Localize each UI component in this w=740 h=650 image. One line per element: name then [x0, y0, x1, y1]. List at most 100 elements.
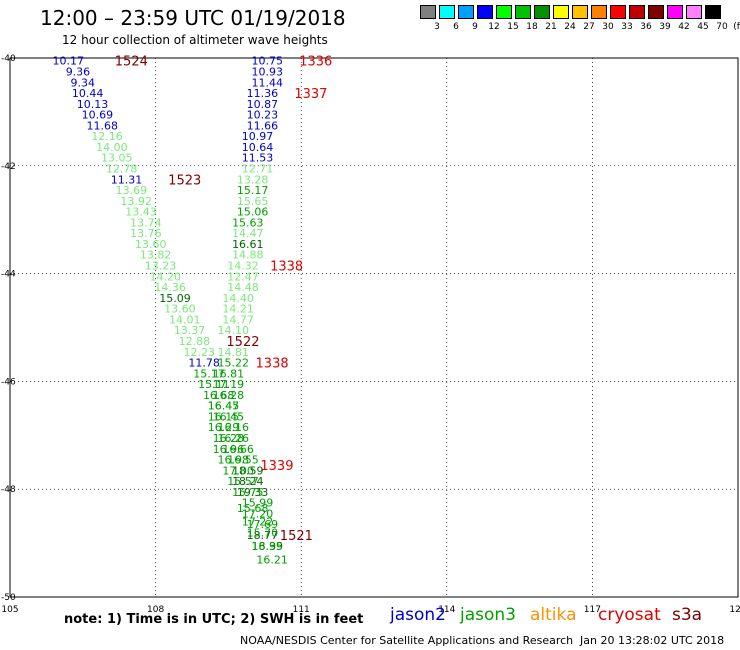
- timestamp: Jan 20 13:28:02 UTC 2018: [580, 634, 725, 647]
- pass-time-label: 1521: [280, 529, 313, 544]
- wave-height-point: 11.53: [242, 152, 274, 165]
- wave-height-point: 11.66: [247, 119, 279, 132]
- x-tick-label: 120: [729, 605, 740, 615]
- legend-label: 15: [507, 22, 519, 32]
- wave-height-point: 13.23: [145, 260, 177, 273]
- wave-height-point: 12.88: [179, 335, 211, 348]
- wave-height-point: 9.36: [66, 65, 91, 78]
- wave-height-point: 14.32: [227, 260, 259, 273]
- wave-height-point: 13.76: [130, 227, 162, 240]
- legend-label: 70: [716, 22, 728, 32]
- legend-swatch: [534, 5, 550, 19]
- wave-height-point: 15.11: [198, 378, 230, 391]
- wave-height-point: 16.96: [213, 443, 245, 456]
- legend-swatch: [648, 5, 664, 19]
- wave-height-point: 12.23: [184, 346, 216, 359]
- pass-time-label: 1337: [294, 87, 327, 102]
- wave-height-point: 10.13: [77, 98, 109, 111]
- satellite-label-jason3: jason3: [460, 605, 516, 625]
- wave-height-point: 16.15: [208, 410, 240, 423]
- wave-height-point: 17.22: [242, 516, 274, 529]
- wave-height-point: 16.16: [218, 421, 250, 434]
- wave-height-point: 10.87: [247, 98, 279, 111]
- wave-height-point: 14.47: [232, 227, 264, 240]
- wave-height-point: 15.75: [232, 486, 264, 499]
- wave-height-point: 16.28: [213, 432, 245, 445]
- legend-unit: (ft): [733, 22, 740, 32]
- wave-height-point: 12.16: [91, 130, 123, 143]
- wave-height-point: 18.77: [247, 529, 279, 542]
- legend-swatch: [667, 5, 683, 19]
- wave-height-point: 13.92: [120, 195, 152, 208]
- wave-height-point: 16.61: [232, 238, 264, 251]
- wave-height-point: 16.45: [208, 400, 240, 413]
- legend-swatch: [439, 5, 455, 19]
- wave-height-point: 10.75: [251, 55, 283, 68]
- wave-height-point: 15.70: [247, 526, 279, 539]
- wave-height-point: 16.55: [227, 454, 259, 467]
- credit-text: NOAA/NESDIS Center for Satellite Applica…: [240, 634, 574, 647]
- wave-height-point: 14.88: [232, 249, 264, 262]
- legend-label: 33: [621, 22, 633, 32]
- wave-height-point: 16.47: [208, 400, 240, 413]
- wave-height-point: 13.28: [237, 173, 269, 186]
- legend-swatch: [686, 5, 702, 19]
- wave-height-point: 15.68: [237, 502, 269, 515]
- legend-swatch: [420, 5, 436, 19]
- legend-label: 27: [583, 22, 595, 32]
- pass-time-label: 1339: [260, 459, 293, 474]
- wave-height-point: 10.93: [251, 65, 283, 78]
- legend-swatch: [629, 5, 645, 19]
- wave-height-point: 17.19: [213, 378, 245, 391]
- chart-subtitle: 12 hour collection of altimeter wave hei…: [62, 33, 328, 47]
- wave-height-point: 14.77: [222, 313, 254, 326]
- wave-height-point: 11.36: [247, 87, 279, 100]
- wave-height-point: 17.69: [247, 518, 279, 531]
- wave-height-point: 13.60: [164, 303, 196, 316]
- wave-height-point: 16.21: [256, 553, 288, 566]
- x-tick-label: 105: [1, 605, 18, 615]
- wave-height-point: 14.10: [218, 324, 250, 337]
- wave-height-point: 17.20: [242, 507, 274, 520]
- y-tick-label: -40: [1, 54, 16, 64]
- wave-height-point: 15.65: [237, 195, 269, 208]
- wave-height-point: 15.22: [218, 357, 250, 370]
- wave-height-point: 16.45: [213, 410, 245, 423]
- wave-height-point: 12.71: [242, 162, 274, 175]
- chart-title: 12:00 – 23:59 UTC 01/19/2018: [40, 6, 346, 30]
- wave-height-point: 13.69: [116, 184, 148, 197]
- pass-time-label: 1522: [226, 335, 259, 350]
- wave-height-point: 14.00: [96, 141, 128, 154]
- satellite-label-jason2: jason2: [390, 605, 446, 625]
- x-tick-label: 108: [147, 605, 164, 615]
- wave-height-point: 16.98: [218, 454, 250, 467]
- wave-height-point: 16.28: [213, 389, 245, 402]
- wave-height-point: 14.40: [222, 292, 254, 305]
- wave-height-point: 19.33: [237, 486, 269, 499]
- legend-swatch: [705, 5, 721, 19]
- pass-time-label: 1524: [115, 55, 148, 70]
- footer-note: note: 1) Time is in UTC; 2) SWH is in fe…: [64, 612, 364, 627]
- wave-height-point: 18.59: [232, 464, 264, 477]
- pass-time-label: 1338: [256, 357, 289, 372]
- wave-height-point: 11.31: [111, 173, 143, 186]
- wave-height-point: 14.48: [227, 281, 259, 294]
- wave-height-point: 14.20: [150, 270, 182, 283]
- y-tick-label: -46: [1, 377, 16, 387]
- wave-height-point: 15.99: [242, 497, 274, 510]
- wave-height-point: 14.01: [169, 313, 201, 326]
- y-tick-label: -48: [1, 485, 16, 495]
- wave-height-point: 10.23: [247, 109, 279, 122]
- legend-label: 24: [564, 22, 576, 32]
- legend-label: 45: [697, 22, 709, 32]
- wave-height-point: 15.63: [232, 216, 264, 229]
- y-tick-label: -42: [1, 162, 16, 172]
- wave-height-point: 18.39: [251, 540, 283, 553]
- legend-label: 39: [659, 22, 671, 32]
- legend-swatch: [458, 5, 474, 19]
- legend-swatch: [610, 5, 626, 19]
- wave-height-point: 10.64: [242, 141, 274, 154]
- wave-height-point: 10.97: [242, 130, 274, 143]
- wave-height-point: 15.17: [193, 367, 225, 380]
- wave-height-point: 15.09: [159, 292, 191, 305]
